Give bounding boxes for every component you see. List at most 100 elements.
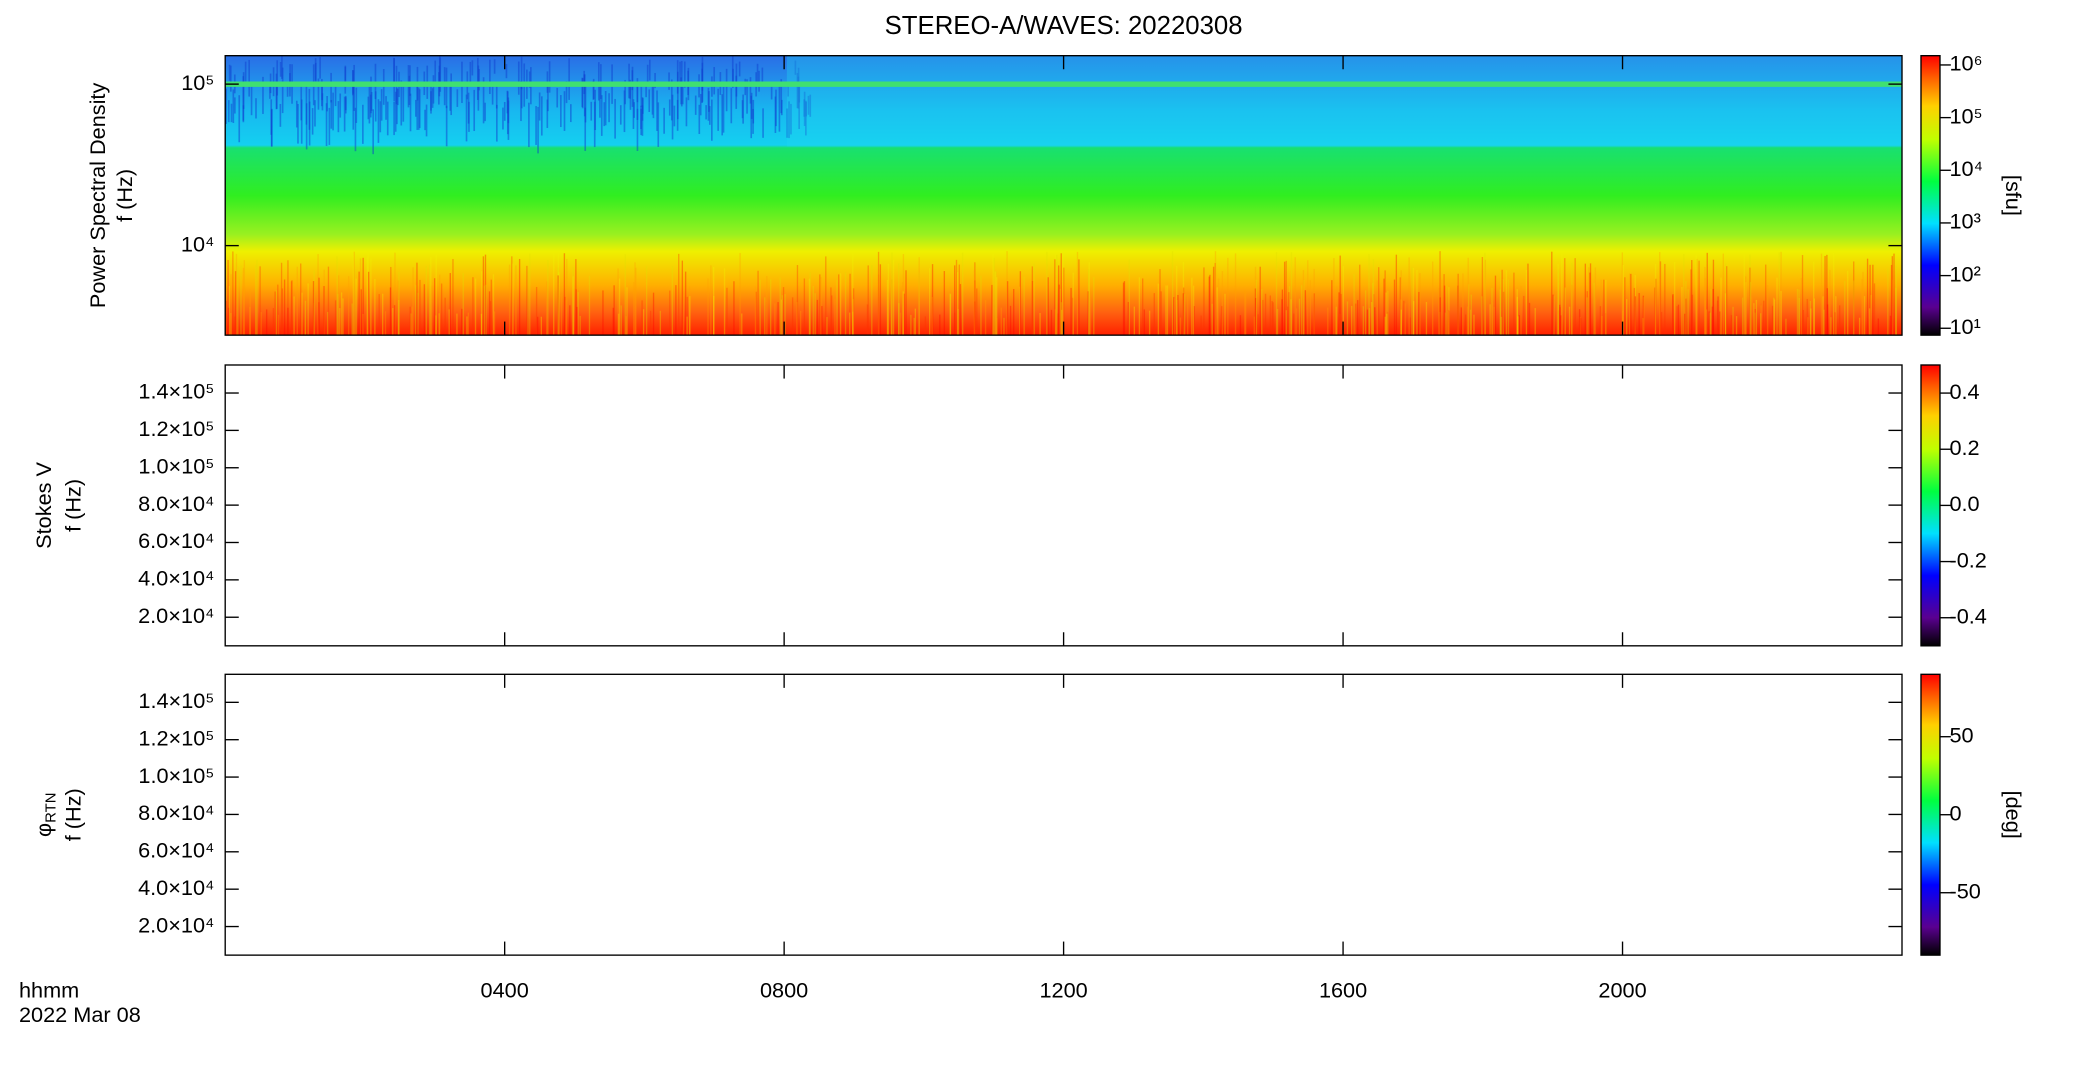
texture-streak xyxy=(355,278,357,336)
x-tick-label: 2000 xyxy=(1598,977,1646,1002)
texture-streak xyxy=(318,277,320,336)
texture-streak xyxy=(287,307,289,336)
texture-streak xyxy=(1516,296,1518,336)
texture-streak xyxy=(1722,253,1724,336)
texture-streak xyxy=(1378,267,1380,336)
texture-streak xyxy=(1763,300,1765,336)
texture-streak xyxy=(1157,283,1160,336)
texture-streak xyxy=(886,279,889,336)
texture-streak xyxy=(336,256,338,336)
texture-streak xyxy=(624,79,626,105)
texture-streak xyxy=(355,87,358,123)
texture-streak xyxy=(449,273,451,336)
texture-streak xyxy=(887,292,889,336)
texture-streak xyxy=(1400,270,1402,336)
texture-streak xyxy=(1528,302,1531,336)
texture-streak xyxy=(852,288,855,336)
texture-streak xyxy=(991,284,993,336)
texture-streak xyxy=(1400,309,1403,336)
texture-streak xyxy=(1174,298,1176,336)
texture-streak xyxy=(1088,269,1090,336)
texture-streak xyxy=(976,288,978,336)
y-axis-label-text: φ xyxy=(31,823,56,837)
texture-streak xyxy=(1411,266,1413,336)
texture-streak xyxy=(1408,257,1410,336)
texture-streak xyxy=(1307,260,1309,336)
texture-streak xyxy=(1171,251,1174,336)
texture-streak xyxy=(1239,315,1242,336)
texture-streak xyxy=(797,67,800,82)
texture-streak xyxy=(671,266,674,336)
texture-streak xyxy=(1716,300,1719,336)
texture-streak xyxy=(1493,306,1495,336)
texture-streak xyxy=(240,265,242,336)
texture-streak xyxy=(1469,309,1472,336)
texture-streak xyxy=(1743,254,1745,336)
texture-streak xyxy=(798,81,801,103)
texture-streak xyxy=(484,102,486,122)
texture-streak xyxy=(1439,311,1441,336)
texture-streak xyxy=(482,256,485,336)
texture-streak xyxy=(1357,300,1359,336)
texture-streak xyxy=(871,265,873,336)
texture-streak xyxy=(244,61,247,82)
texture-streak xyxy=(913,317,915,336)
texture-streak xyxy=(242,267,245,336)
texture-streak xyxy=(225,286,227,336)
texture-streak xyxy=(1698,260,1700,336)
colorbar-tick-label: 0.2 xyxy=(1949,435,1979,460)
texture-streak xyxy=(445,105,448,147)
texture-streak xyxy=(1383,278,1385,336)
texture-streak xyxy=(374,63,377,99)
texture-streak xyxy=(852,299,855,336)
texture-streak xyxy=(957,309,960,336)
texture-streak xyxy=(675,285,677,336)
texture-streak xyxy=(275,290,278,336)
texture-streak xyxy=(1824,255,1826,336)
texture-streak xyxy=(496,104,498,142)
texture-streak xyxy=(683,61,686,88)
texture-streak xyxy=(354,107,357,152)
texture-streak xyxy=(635,267,637,336)
y-axis-label-subscript: RTN xyxy=(42,792,59,822)
texture-streak xyxy=(1719,311,1721,336)
texture-streak xyxy=(547,260,549,336)
texture-streak xyxy=(1622,264,1624,336)
texture-streak xyxy=(738,61,741,77)
texture-streak xyxy=(761,67,764,87)
texture-streak xyxy=(1362,306,1364,336)
texture-streak xyxy=(1387,290,1389,336)
texture-streak xyxy=(374,278,376,336)
texture-streak xyxy=(321,93,324,111)
texture-streak xyxy=(902,291,904,336)
texture-streak xyxy=(1071,297,1074,336)
texture-streak xyxy=(1869,264,1871,336)
texture-streak xyxy=(1261,288,1263,336)
texture-streak xyxy=(337,101,340,133)
texture-streak xyxy=(708,106,711,125)
texture-streak xyxy=(755,291,757,336)
texture-streak xyxy=(528,71,531,88)
texture-streak xyxy=(1366,309,1369,336)
texture-streak xyxy=(1776,277,1778,336)
texture-streak xyxy=(1633,287,1636,336)
texture-streak xyxy=(1216,287,1218,336)
texture-streak xyxy=(809,272,811,336)
texture-streak xyxy=(1839,305,1841,336)
texture-streak xyxy=(553,252,555,336)
texture-streak xyxy=(636,108,639,151)
texture-streak xyxy=(321,78,323,107)
texture-streak xyxy=(374,91,377,122)
texture-streak xyxy=(572,267,574,336)
texture-streak xyxy=(678,253,680,336)
texture-streak xyxy=(1176,265,1178,336)
texture-streak xyxy=(1057,313,1059,336)
texture-streak xyxy=(794,60,797,75)
texture-streak xyxy=(1443,274,1445,336)
texture-streak xyxy=(1057,265,1060,336)
texture-streak xyxy=(537,106,539,154)
texture-streak xyxy=(1695,254,1697,336)
texture-streak xyxy=(462,272,464,336)
texture-streak xyxy=(386,101,389,136)
texture-streak xyxy=(1298,298,1301,336)
